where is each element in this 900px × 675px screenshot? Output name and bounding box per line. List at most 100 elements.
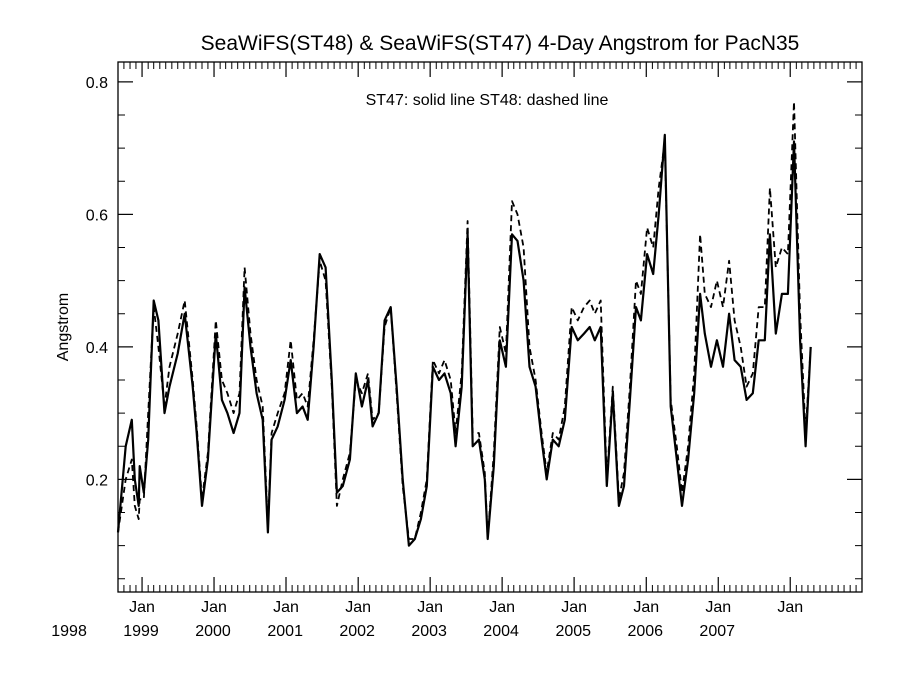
- data-point-st48: [256, 379, 257, 380]
- data-point-st48: [117, 532, 118, 533]
- data-point-st48: [331, 386, 332, 387]
- data-point-st47: [787, 293, 788, 294]
- data-point-st48: [606, 479, 607, 480]
- legend-annotation: ST47: solid line ST48: dashed line: [366, 92, 609, 109]
- data-point-st47: [331, 379, 332, 380]
- data-point-st47: [355, 373, 356, 374]
- data-point-st48: [740, 346, 741, 347]
- data-point-st47: [319, 254, 320, 255]
- data-point-st47: [138, 505, 139, 506]
- data-point-st48: [408, 538, 409, 539]
- data-point-st48: [390, 307, 391, 308]
- x-tick-label-year: 2001: [267, 623, 303, 640]
- data-point-st48: [450, 379, 451, 380]
- data-point-st47: [396, 386, 397, 387]
- chart-title: SeaWiFS(ST48) & SeaWiFS(ST47) 4-Day Angs…: [201, 32, 800, 55]
- data-point-st47: [444, 373, 445, 374]
- data-point-st47: [758, 340, 759, 341]
- data-point-st47: [589, 326, 590, 327]
- data-point-st48: [372, 419, 373, 420]
- data-point-st48: [664, 141, 665, 142]
- data-point-st48: [134, 505, 135, 506]
- data-point-st48: [752, 373, 753, 374]
- data-point-st48: [710, 307, 711, 308]
- data-point-st47: [781, 293, 782, 294]
- y-axis-label: Angstrom: [55, 293, 72, 361]
- x-tick-label-year: 2003: [411, 623, 447, 640]
- data-point-st47: [284, 399, 285, 400]
- data-point-st47: [408, 545, 409, 546]
- data-point-st48: [239, 393, 240, 394]
- data-point-st48: [670, 399, 671, 400]
- data-point-st48: [207, 452, 208, 453]
- data-point-st48: [472, 432, 473, 433]
- data-point-st48: [517, 214, 518, 215]
- data-point-st48: [577, 320, 578, 321]
- data-point-st47: [267, 532, 268, 533]
- data-point-st47: [250, 346, 251, 347]
- data-point-st48: [681, 492, 682, 493]
- data-point-st48: [805, 432, 806, 433]
- data-point-st48: [810, 346, 811, 347]
- data-point-st48: [487, 538, 488, 539]
- data-point-st48: [769, 187, 770, 188]
- data-point-st47: [700, 293, 701, 294]
- data-point-st47: [583, 333, 584, 334]
- data-point-st48: [444, 360, 445, 361]
- x-tick-label-month: Jan: [273, 599, 299, 616]
- data-point-st47: [302, 406, 303, 407]
- data-point-st48: [647, 227, 648, 228]
- data-point-st48: [484, 472, 485, 473]
- data-point-st48: [192, 379, 193, 380]
- data-point-st47: [606, 485, 607, 486]
- data-point-st47: [148, 439, 149, 440]
- data-point-st48: [635, 280, 636, 281]
- data-point-st47: [729, 313, 730, 314]
- data-point-st48: [367, 373, 368, 374]
- data-point-st48: [793, 101, 794, 102]
- data-point-st47: [688, 459, 689, 460]
- data-point-st47: [296, 413, 297, 414]
- y-tick-label: 0.8: [86, 75, 108, 92]
- data-point-st48: [432, 360, 433, 361]
- data-point-st48: [764, 307, 765, 308]
- data-point-st48: [746, 386, 747, 387]
- data-point-st48: [307, 406, 308, 407]
- x-tick-label-year: 1999: [123, 623, 159, 640]
- data-point-st48: [523, 247, 524, 248]
- data-point-st47: [635, 307, 636, 308]
- data-point-st48: [153, 307, 154, 308]
- data-point-st47: [764, 340, 765, 341]
- data-point-st47: [478, 439, 479, 440]
- data-point-st47: [372, 426, 373, 427]
- data-point-st48: [342, 479, 343, 480]
- data-point-st48: [529, 346, 530, 347]
- series-st47: [116, 133, 812, 547]
- data-point-st48: [467, 220, 468, 221]
- data-point-st47: [169, 386, 170, 387]
- data-point-st48: [716, 280, 717, 281]
- data-point-st47: [740, 366, 741, 367]
- data-point-st48: [196, 426, 197, 427]
- data-point-st48: [564, 406, 565, 407]
- data-point-st48: [658, 187, 659, 188]
- data-point-st48: [384, 326, 385, 327]
- data-point-st47: [629, 399, 630, 400]
- data-point-st48: [177, 333, 178, 334]
- data-point-st47: [746, 399, 747, 400]
- data-point-st48: [688, 446, 689, 447]
- data-point-st48: [402, 485, 403, 486]
- data-point-st48: [131, 459, 132, 460]
- data-point-st48: [221, 379, 222, 380]
- axis-ticks: [118, 62, 862, 592]
- data-point-st47: [618, 505, 619, 506]
- data-point-st48: [800, 313, 801, 314]
- data-point-st48: [704, 293, 705, 294]
- data-point-st47: [769, 234, 770, 235]
- data-point-st48: [158, 346, 159, 347]
- data-point-st47: [239, 413, 240, 414]
- data-point-st47: [361, 406, 362, 407]
- data-point-st47: [158, 320, 159, 321]
- data-point-st48: [148, 413, 149, 414]
